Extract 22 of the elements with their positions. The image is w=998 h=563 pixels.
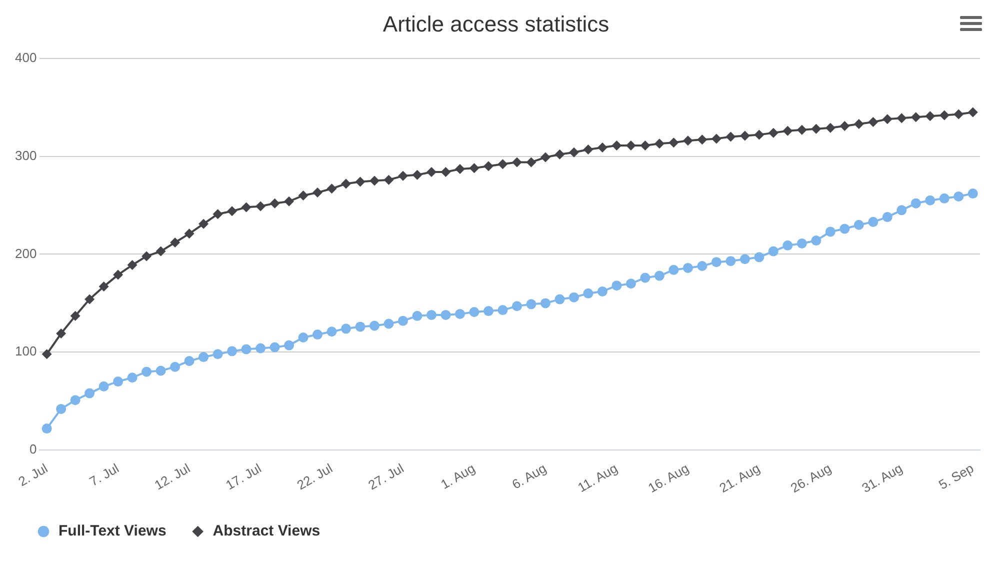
chart-title: Article access statistics: [382, 11, 610, 36]
x-tick-label: 26. Aug: [788, 460, 834, 496]
y-tick-label: 200: [14, 246, 37, 261]
x-tick-label: 7. Jul: [86, 460, 122, 490]
x-tick-label: 27. Jul: [366, 460, 406, 493]
x-tick-label: 16. Aug: [646, 460, 692, 496]
y-tick-label: 100: [14, 344, 37, 359]
x-tick-label: 17. Jul: [223, 460, 264, 493]
legend-label: Full-Text Views: [58, 522, 166, 540]
x-tick-label: 6. Aug: [509, 460, 549, 492]
legend-label: Abstract Views: [212, 522, 320, 540]
x-tick-label: 21. Aug: [716, 460, 762, 496]
y-tick-label: 400: [14, 50, 37, 65]
y-tick-label: 0: [29, 442, 37, 457]
y-tick-label: 300: [14, 148, 37, 163]
x-tick-label: 5. Sep: [936, 460, 976, 492]
x-tick-label: 2. Jul: [16, 460, 50, 490]
x-tick-label: 12. Jul: [152, 460, 193, 493]
x-tick-label: 31. Aug: [859, 460, 905, 496]
x-tick-label: 22. Jul: [294, 460, 336, 493]
x-tick-label: 1. Aug: [438, 460, 478, 492]
x-tick-label: 11. Aug: [575, 460, 620, 496]
